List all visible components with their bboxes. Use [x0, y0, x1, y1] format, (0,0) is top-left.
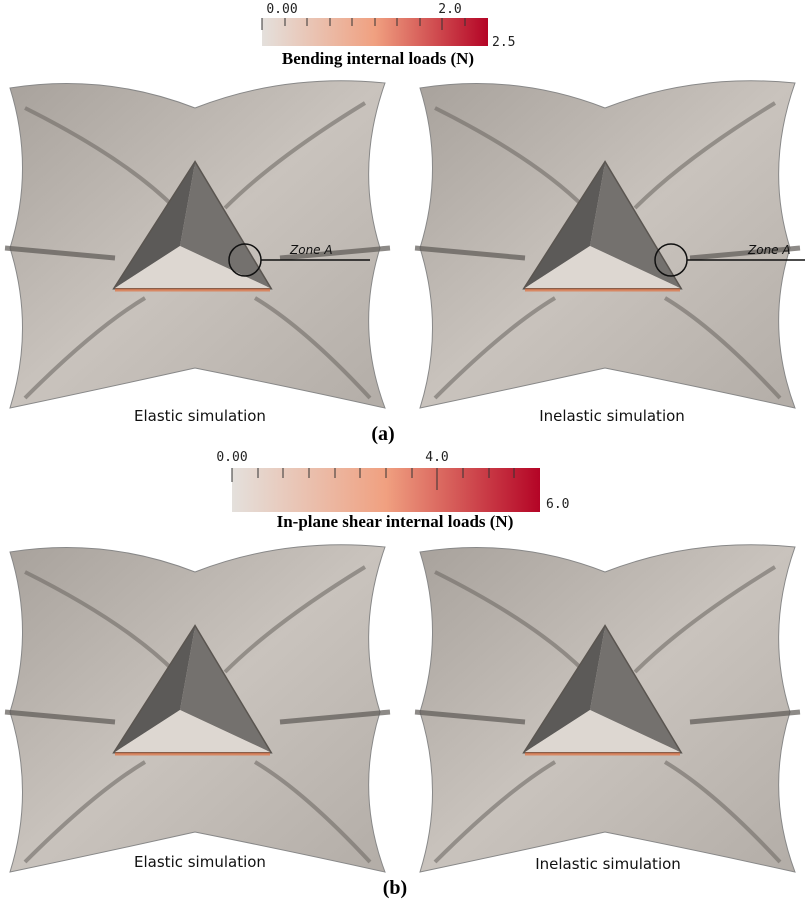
colorbar-ticks — [231, 468, 515, 490]
colorbar-tick-label: 4.0 — [425, 450, 448, 465]
colorbar-tick-label: 2.5 — [492, 35, 515, 50]
colorbar-title: In-plane shear internal loads (N) — [277, 512, 514, 531]
colorbar-title: Bending internal loads (N) — [282, 49, 474, 68]
caption: Inelastic simulation — [539, 407, 685, 425]
colorbar-tick-label: 0.00 — [266, 2, 297, 17]
zone-label: Zone A — [289, 243, 333, 257]
simulation-image — [415, 81, 800, 408]
panel-label: (b) — [383, 877, 407, 899]
simulation-image — [415, 545, 800, 872]
caption: Inelastic simulation — [535, 855, 681, 873]
colorbar-tick-label: 0.00 — [216, 450, 247, 465]
colorbar-tick-label: 6.0 — [546, 497, 569, 512]
caption: Elastic simulation — [134, 853, 266, 871]
colorbar-tick-label: 2.0 — [438, 2, 461, 17]
panel-label: (a) — [371, 423, 394, 445]
simulation-image — [5, 545, 390, 872]
colorbar-ticks — [261, 18, 466, 30]
zone-label: Zone A — [747, 243, 791, 257]
caption: Elastic simulation — [134, 407, 266, 425]
